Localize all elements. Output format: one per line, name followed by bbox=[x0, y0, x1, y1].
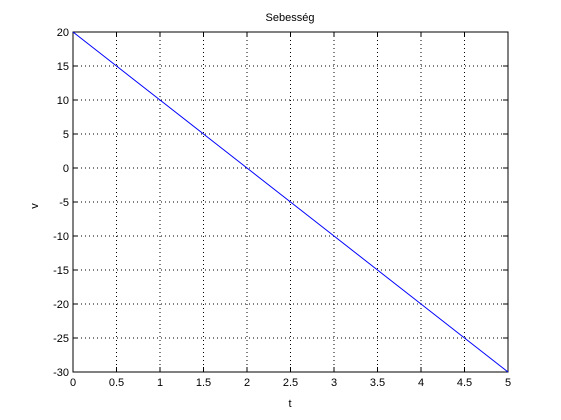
axes-box bbox=[72, 31, 509, 373]
y-tick-label: -15 bbox=[53, 265, 69, 277]
x-tick-label: 3.5 bbox=[370, 377, 385, 389]
y-tick-label: 20 bbox=[57, 27, 69, 39]
x-tick-label: 1.5 bbox=[196, 377, 211, 389]
x-tick-label: 2.5 bbox=[283, 377, 298, 389]
y-tick-label: -20 bbox=[53, 299, 69, 311]
y-tick-label: 0 bbox=[63, 163, 69, 175]
y-tick-label: 5 bbox=[63, 129, 69, 141]
x-tick-label: 3 bbox=[331, 377, 337, 389]
y-tick-label: 10 bbox=[57, 95, 69, 107]
x-tick-label: 5 bbox=[505, 377, 511, 389]
y-tick-label: -25 bbox=[53, 333, 69, 345]
data-line bbox=[72, 31, 509, 373]
x-tick-label: 4.5 bbox=[457, 377, 472, 389]
x-tick-label: 1 bbox=[157, 377, 163, 389]
x-tick-label: 2 bbox=[244, 377, 250, 389]
x-tick-label: 0 bbox=[70, 377, 76, 389]
y-axis-label: v bbox=[29, 203, 41, 209]
x-tick-label: 0.5 bbox=[109, 377, 124, 389]
x-tick-label: 4 bbox=[418, 377, 424, 389]
x-axis-label: t bbox=[288, 398, 291, 410]
y-tick-label: -30 bbox=[53, 367, 69, 379]
chart-title: Sebesség bbox=[266, 12, 315, 24]
y-tick-label: -5 bbox=[59, 197, 69, 209]
y-tick-label: 15 bbox=[57, 61, 69, 73]
y-tick-label: -10 bbox=[53, 231, 69, 243]
